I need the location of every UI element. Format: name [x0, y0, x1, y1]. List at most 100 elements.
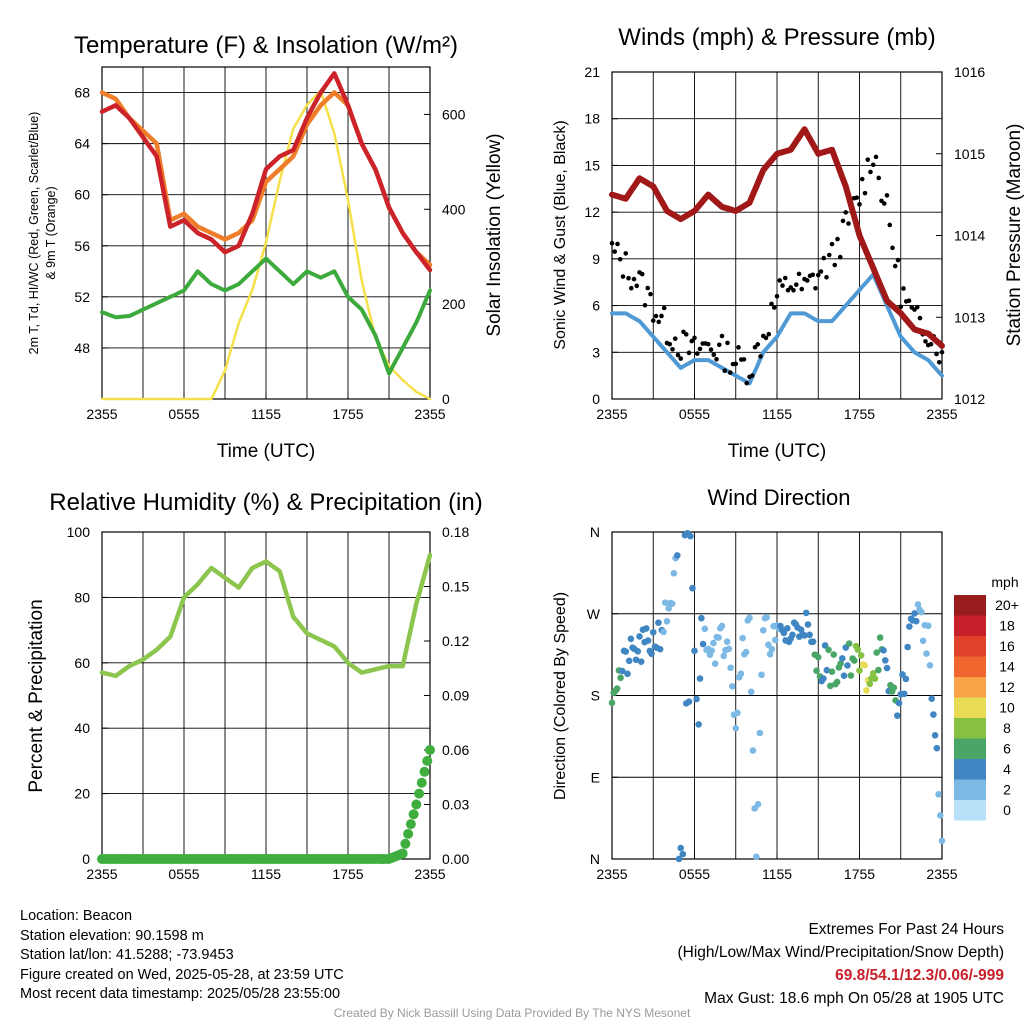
temp-x-tick-label: 1155: [251, 406, 281, 422]
direction-point: [804, 621, 812, 628]
gust-point: [628, 285, 634, 291]
dir-y-tick-label: E: [591, 769, 600, 785]
gust-point: [934, 351, 939, 357]
direction-point: [698, 614, 705, 622]
gust-point: [796, 271, 802, 277]
gust-point: [634, 283, 640, 289]
direction-point: [708, 647, 715, 654]
direction-point: [854, 646, 862, 653]
temp-y-tick-label: 56: [74, 238, 90, 254]
gust-point: [620, 274, 626, 279]
temp-xlabel: Time (UTC): [217, 441, 316, 462]
direction-point: [732, 725, 740, 732]
direction-point: [649, 628, 657, 636]
direction-point: [936, 812, 944, 819]
humidity-line: [99, 552, 433, 679]
direction-point: [828, 668, 836, 676]
temp-y-tick-label: 52: [74, 289, 90, 305]
direction-point: [911, 610, 918, 617]
temp-x-tick-label: 2355: [86, 406, 117, 422]
wind-x-tick-label: 0555: [679, 406, 710, 422]
gust-point: [675, 352, 681, 358]
colorbar-label: 16: [999, 638, 1015, 654]
temp-y2-tick-label: 600: [442, 106, 466, 122]
dir-ylabel: Direction (Colored By Speed): [552, 592, 569, 800]
direction-point: [687, 532, 694, 540]
gust-point: [791, 287, 796, 293]
precip-point: [414, 788, 425, 799]
dir-y-tick-label: W: [587, 606, 601, 622]
wind-y-tick-label: 3: [592, 344, 600, 360]
gust-point: [642, 302, 648, 308]
direction-point: [695, 721, 702, 728]
direction-point: [919, 637, 927, 645]
wind-y-tick-label: 18: [584, 111, 600, 127]
colorbar-swatch: [954, 595, 986, 616]
elevation-text: Station elevation: 90.1598 m: [20, 927, 204, 944]
direction-point: [866, 680, 874, 688]
direction-point: [608, 699, 616, 707]
direction-point: [926, 662, 934, 669]
direction-point: [900, 690, 908, 698]
direction-point: [727, 664, 734, 672]
rh-y-tick-label: 40: [74, 720, 90, 736]
gust-point: [804, 278, 810, 283]
direction-point: [876, 634, 884, 641]
direction-point: [837, 660, 844, 667]
gust-point: [609, 240, 615, 246]
gust-point: [837, 254, 843, 260]
temp-x-tick-label: 2355: [414, 406, 445, 422]
direction-point: [930, 711, 937, 718]
gust-point: [708, 347, 714, 352]
wind-x-tick-label: 1155: [762, 406, 792, 422]
direction-point: [689, 584, 696, 592]
gust-point: [659, 313, 664, 319]
created-text: Figure created on Wed, 2025-05-28, at 23…: [20, 966, 344, 983]
direction-point: [935, 791, 942, 798]
temp-title: Temperature (F) & Insolation (W/m²): [74, 32, 458, 59]
temp-x-tick-label: 1755: [332, 406, 363, 422]
dir-title: Wind Direction: [707, 485, 850, 510]
gust-point: [887, 222, 893, 228]
direction-point: [806, 631, 813, 639]
gust-point: [752, 344, 758, 350]
credit-line: Created By Nick Bassill Using Data Provi…: [333, 1006, 691, 1020]
temp-y-tick-label: 48: [74, 340, 90, 356]
rh-y2-tick-label: 0.03: [442, 797, 469, 813]
direction-point: [820, 675, 827, 682]
gust-point: [846, 221, 851, 226]
gust-point: [873, 154, 879, 160]
direction-point: [701, 625, 709, 633]
colorbar-swatch: [954, 759, 986, 780]
gust-point: [626, 275, 631, 281]
rh-x-tick-label: 0555: [168, 866, 199, 882]
gust-point: [617, 256, 623, 262]
gust-point: [736, 345, 741, 350]
wind-x-tick-label: 2355: [926, 406, 957, 422]
direction-point: [847, 672, 855, 679]
gust-point: [733, 361, 739, 367]
colorbar-swatch: [954, 779, 986, 800]
direction-point: [734, 709, 741, 717]
gust-point: [749, 373, 755, 378]
gust-point: [917, 315, 923, 321]
direction-point: [766, 650, 774, 658]
rh-x-tick-label: 2355: [86, 866, 117, 882]
direction-point: [636, 633, 643, 640]
gust-point: [835, 236, 840, 242]
temp-ylabel: 2m T, Td, HI/WC (Red, Green, Scarlet/Blu…: [27, 112, 41, 355]
wind-y2-tick-label: 1014: [954, 228, 985, 244]
direction-point: [691, 647, 698, 655]
direction-point: [711, 660, 719, 667]
direction-point: [718, 622, 726, 630]
direction-point: [825, 646, 832, 654]
gust-point: [612, 249, 618, 254]
direction-point: [928, 695, 935, 702]
gust-point: [840, 218, 846, 224]
gust-point: [648, 291, 653, 297]
temperature-line: [99, 71, 433, 273]
colorbar-label: 12: [999, 679, 1015, 695]
gust-point: [758, 354, 763, 359]
direction-point: [723, 638, 731, 645]
dir-x-tick-label: 2355: [596, 866, 627, 882]
